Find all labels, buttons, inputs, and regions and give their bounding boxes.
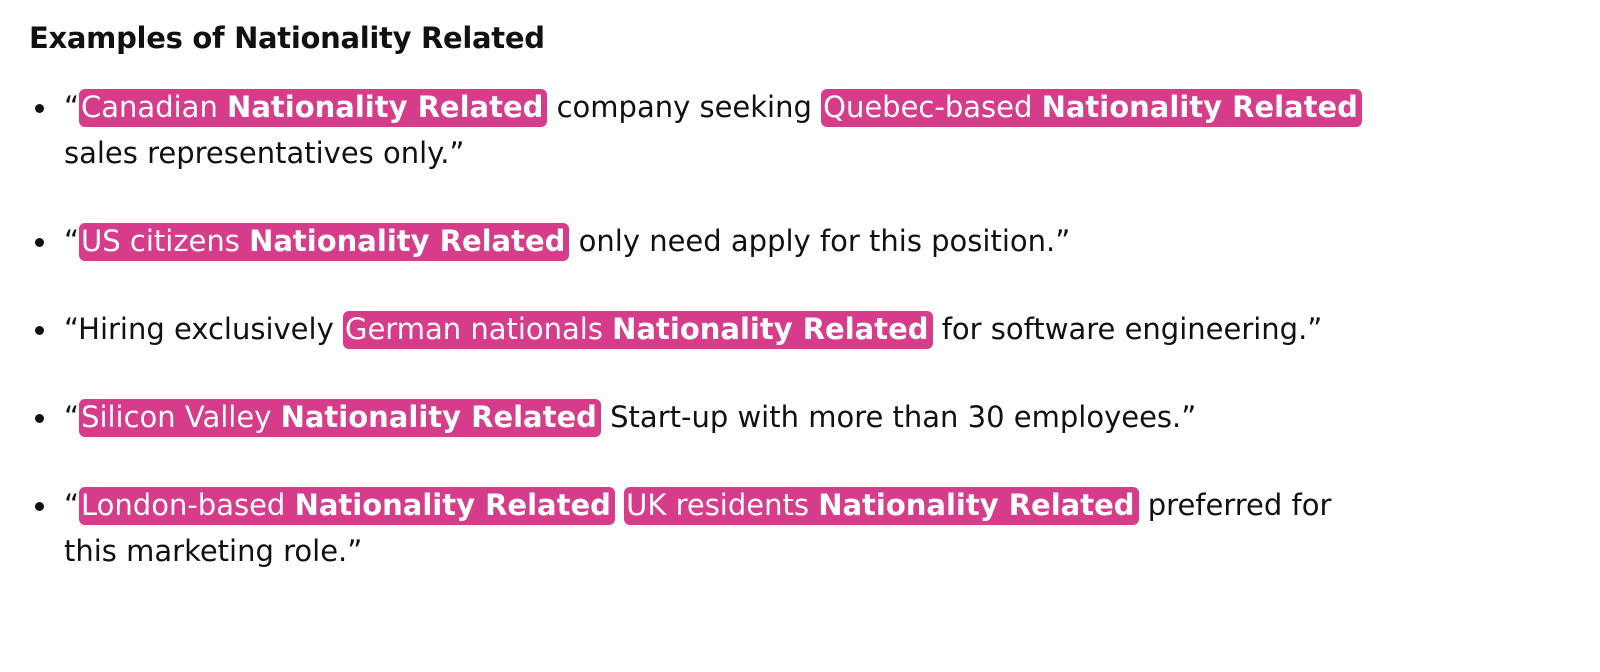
open-quote: “ (64, 400, 80, 434)
highlight-text: German nationals (344, 312, 603, 346)
nationality-highlight: UK residents Nationality Related (624, 487, 1139, 525)
highlight-text: Silicon Valley (81, 400, 272, 434)
sentence-text: preferred for this marketing role.” (64, 488, 1332, 568)
list-item: “Hiring exclusively German nationals Nat… (29, 306, 1389, 352)
highlight-text: Canadian (81, 90, 218, 124)
open-quote: “ (64, 488, 80, 522)
highlight-label: Nationality Related (1041, 90, 1358, 124)
examples-list: “Canadian Nationality Related company se… (29, 84, 1389, 574)
list-item: “US citizens Nationality Related only ne… (29, 218, 1389, 264)
highlight-text: UK residents (626, 488, 809, 522)
sentence-text: company seeking (547, 90, 822, 124)
highlight-label: Nationality Related (227, 90, 544, 124)
list-item: “Silicon Valley Nationality Related Star… (29, 394, 1389, 440)
nationality-highlight: Silicon Valley Nationality Related (79, 399, 601, 437)
open-quote: “ (64, 224, 80, 258)
nationality-highlight: Canadian Nationality Related (79, 89, 548, 127)
highlight-text: Quebec-based (823, 90, 1033, 124)
sentence-text: only need apply for this position.” (569, 224, 1071, 258)
document-body: Examples of Nationality Related “Canadia… (29, 21, 1389, 574)
sentence-text: Start-up with more than 30 employees.” (600, 400, 1197, 434)
list-item: “Canadian Nationality Related company se… (29, 84, 1389, 176)
sentence-text: sales representatives only.” (64, 136, 465, 170)
sentence-text: “Hiring exclusively (64, 312, 343, 346)
highlight-label: Nationality Related (818, 488, 1135, 522)
highlight-label: Nationality Related (294, 488, 611, 522)
highlight-text: London-based (81, 488, 286, 522)
highlight-label: Nationality Related (612, 312, 929, 346)
nationality-highlight: US citizens Nationality Related (79, 223, 570, 261)
highlight-text: US citizens (81, 224, 240, 258)
nationality-highlight: Quebec-based Nationality Related (821, 89, 1362, 127)
sentence-text (615, 488, 624, 522)
open-quote: “ (64, 90, 80, 124)
nationality-highlight: German nationals Nationality Related (342, 311, 933, 349)
highlight-label: Nationality Related (249, 224, 566, 258)
nationality-highlight: London-based Nationality Related (79, 487, 615, 525)
page-title: Examples of Nationality Related (29, 21, 545, 55)
highlight-label: Nationality Related (280, 400, 597, 434)
sentence-text: for software engineering.” (932, 312, 1323, 346)
list-item: “London-based Nationality Related UK res… (29, 482, 1389, 574)
